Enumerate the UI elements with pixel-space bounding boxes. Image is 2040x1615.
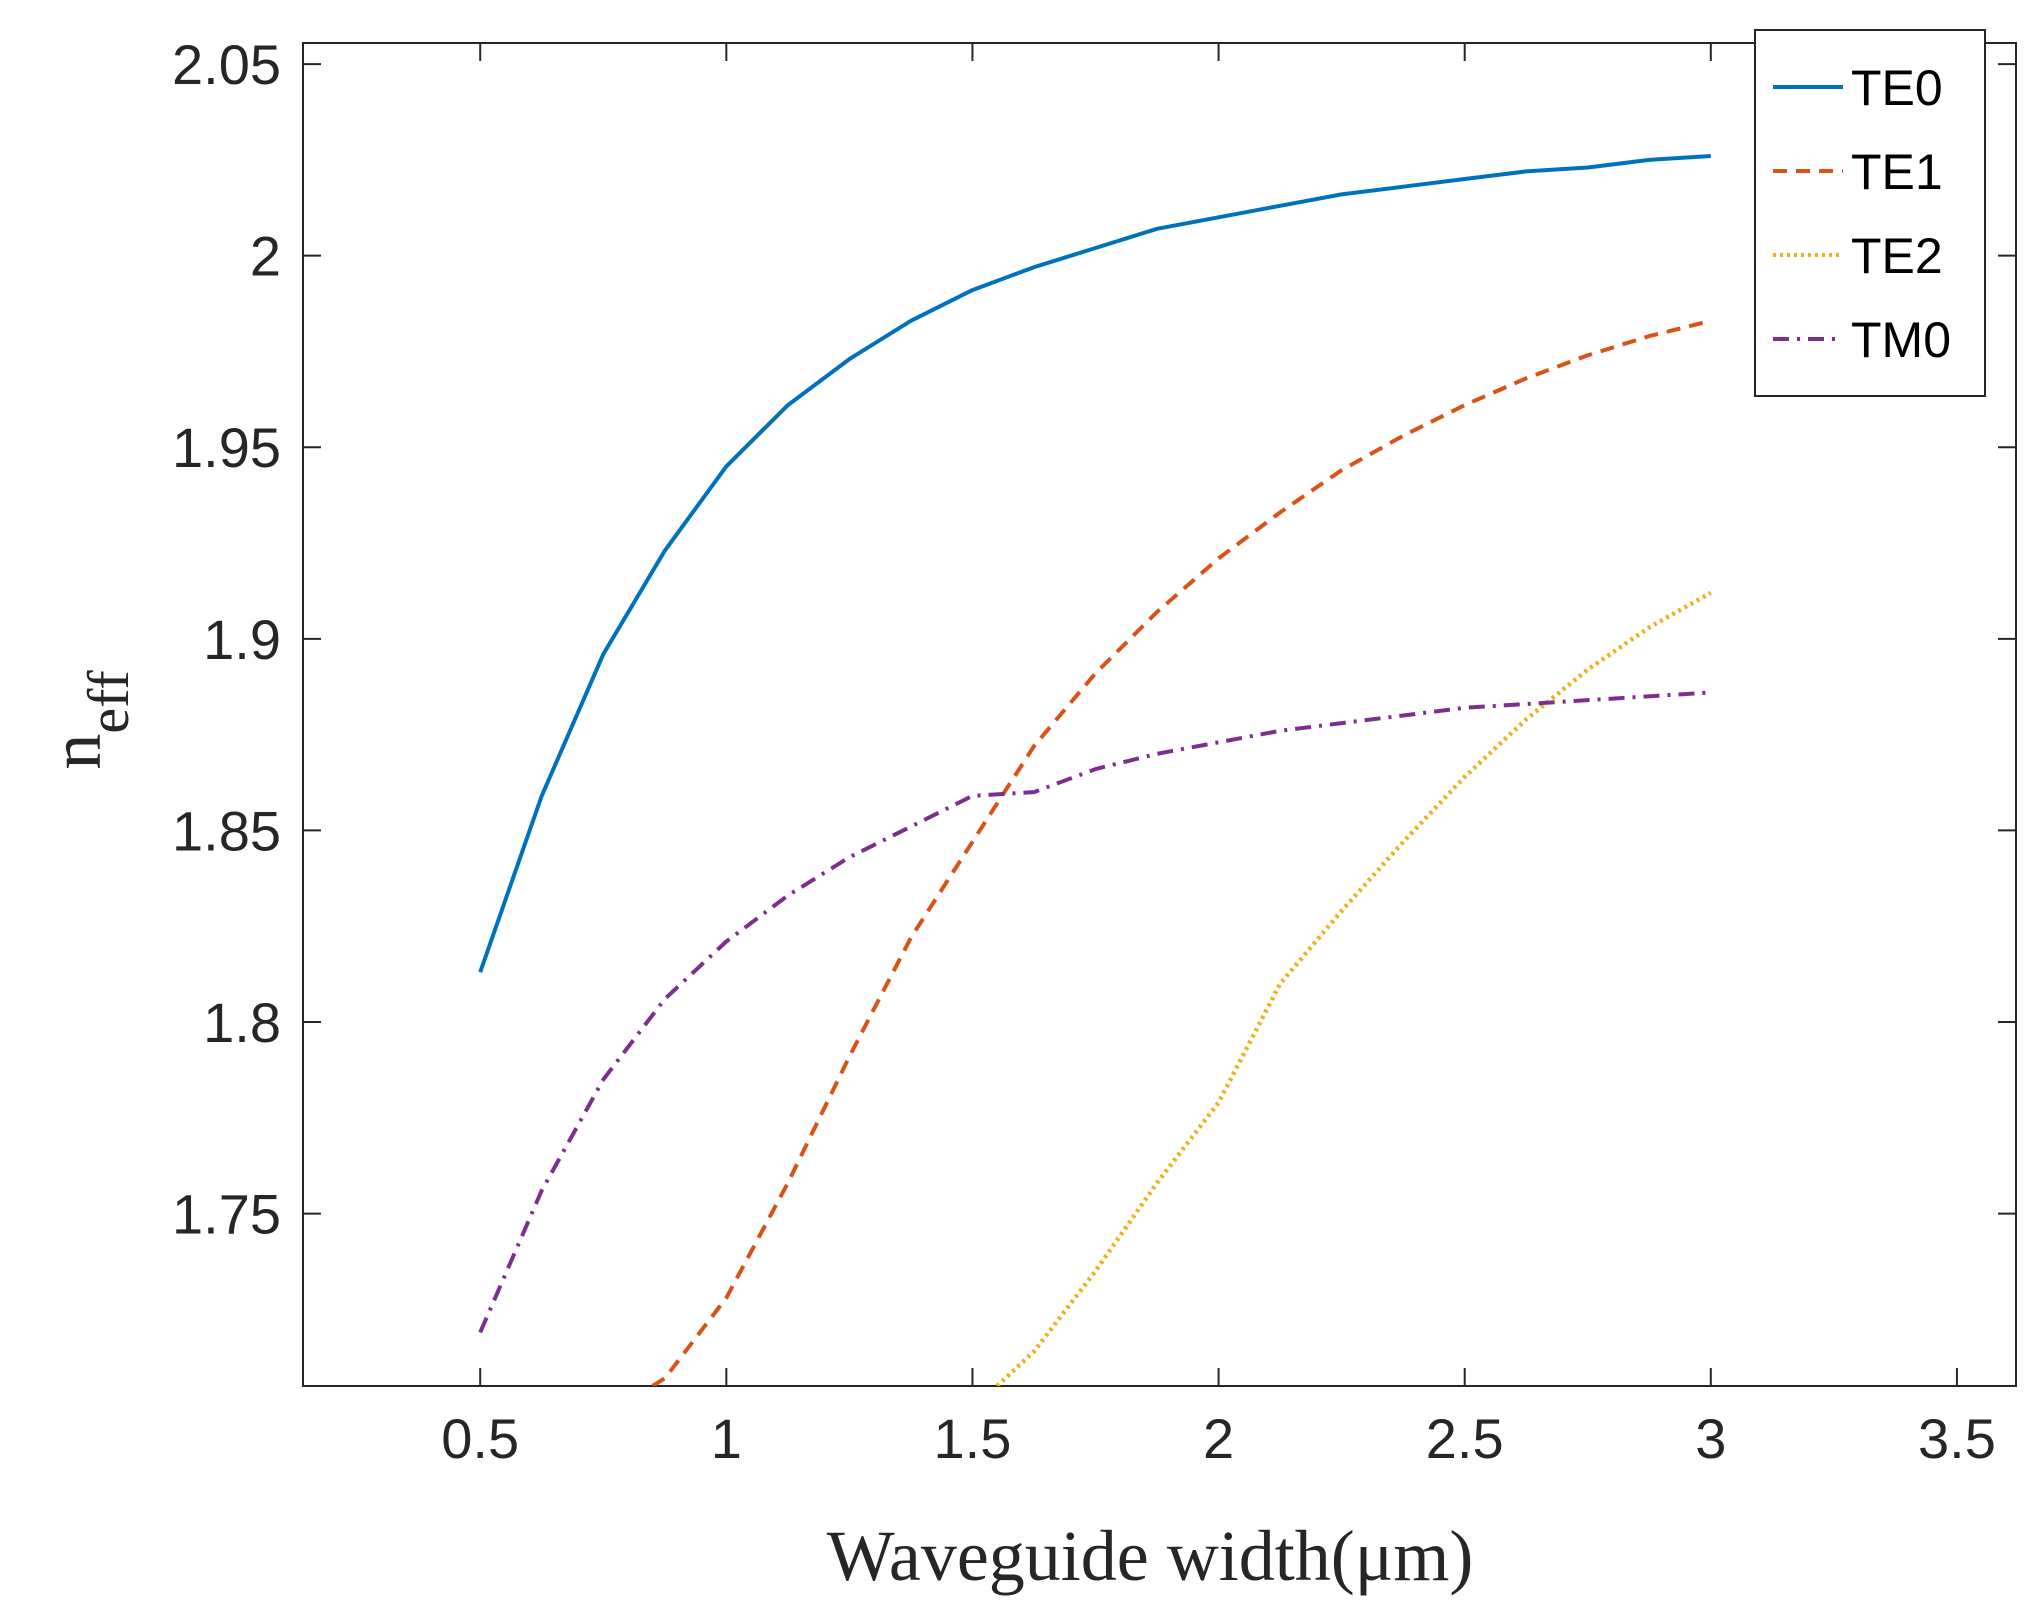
legend-label-te1: TE1 (1851, 144, 1943, 200)
x-axis-title: Waveguide width(μm) (827, 1516, 1474, 1596)
legend: TE0 TE1 TE2 TM0 (1754, 29, 1986, 397)
series-line-te2 (995, 590, 1712, 1386)
x-tick-label: 2.5 (1426, 1407, 1504, 1470)
x-tick-label: 1.5 (934, 1407, 1012, 1470)
legend-label-tm0: TM0 (1851, 312, 1951, 368)
y-axis: 1.75 1.8 1.85 1.9 1.95 2 2.05 (172, 33, 2016, 1246)
x-tick-label: 3.5 (1918, 1407, 1996, 1470)
y-axis-title-base: n (36, 734, 116, 770)
x-axis: 0.5 1 1.5 2 2.5 3 3.5 (441, 43, 1996, 1470)
x-tick-label: 3 (1695, 1407, 1726, 1470)
legend-label-te0: TE0 (1851, 60, 1943, 116)
x-tick-label: 1 (711, 1407, 742, 1470)
legend-box (1754, 29, 1986, 397)
series-line-tm0 (478, 690, 1711, 1334)
y-tick-label: 2.05 (172, 33, 281, 96)
y-tick-label: 1.75 (172, 1183, 281, 1246)
series-line-te1 (651, 318, 1712, 1386)
y-axis-title-group: neff (36, 670, 141, 770)
x-tick-label: 0.5 (441, 1407, 519, 1470)
legend-label-te2: TE2 (1851, 228, 1943, 284)
axes-box (302, 42, 2017, 1387)
series-layer (478, 154, 1712, 1386)
y-axis-title-subscript: eff (76, 670, 141, 734)
y-tick-label: 1.95 (172, 416, 281, 479)
x-tick-label: 2 (1203, 1407, 1234, 1470)
y-tick-label: 2 (250, 225, 281, 288)
y-axis-title: neff (36, 670, 141, 770)
series-line-te0 (478, 154, 1711, 973)
y-tick-label: 1.85 (172, 799, 281, 862)
plot-area (302, 42, 2017, 1387)
y-tick-label: 1.8 (203, 991, 281, 1054)
y-tick-label: 1.9 (203, 608, 281, 671)
